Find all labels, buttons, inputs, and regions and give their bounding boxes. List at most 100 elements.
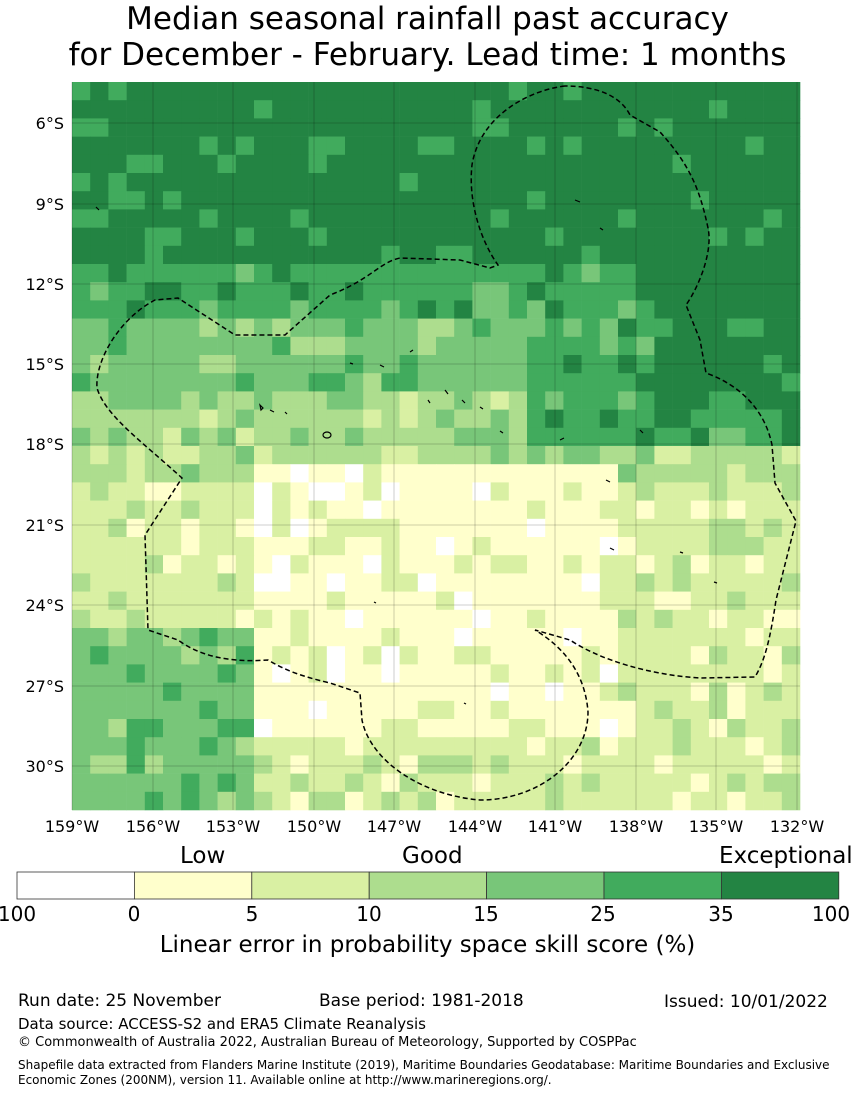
grid-cell — [417, 755, 437, 774]
grid-cell — [472, 482, 491, 501]
grid-cell — [254, 464, 273, 483]
grid-cell — [527, 518, 546, 538]
grid-cell — [545, 573, 564, 592]
grid-cell — [108, 373, 127, 392]
grid-cell — [690, 555, 710, 574]
grid-cell — [163, 719, 182, 738]
grid-cell — [745, 464, 764, 483]
grid-cell — [326, 664, 346, 683]
grid-cell — [654, 682, 673, 702]
grid-cell — [436, 264, 455, 283]
grid-cell — [599, 791, 619, 811]
grid-cell — [672, 336, 692, 356]
grid-cell — [745, 318, 764, 338]
longitude-labels: 159°W 156°W 153°W 150°W 147°W 144°W 141°W 138°W… — [45, 817, 825, 836]
grid-cell — [217, 664, 237, 683]
grid-cell — [709, 209, 728, 228]
grid-cell — [399, 391, 419, 410]
grid-cell — [199, 245, 218, 265]
grid-cell — [290, 409, 309, 429]
grid-cell — [217, 409, 237, 429]
grid-cell — [345, 719, 364, 738]
grid-cell — [308, 537, 328, 556]
grid-cell — [654, 700, 673, 720]
grid-cell — [636, 409, 655, 429]
grid-cell — [199, 227, 218, 247]
grid-cell — [72, 737, 91, 756]
grid-cell — [727, 355, 746, 374]
grid-cell — [254, 537, 273, 556]
grid-cell — [217, 391, 237, 410]
grid-cell — [654, 227, 673, 247]
grid-cell — [254, 682, 273, 702]
grid-cell — [217, 209, 237, 228]
grid-cell — [636, 391, 655, 410]
grid-cell — [454, 282, 473, 301]
grid-cell — [126, 391, 146, 410]
grid-cell — [417, 682, 437, 702]
grid-cell — [690, 264, 710, 283]
grid-cell — [272, 500, 291, 520]
grid-cell — [454, 500, 473, 520]
grid-cell — [108, 500, 127, 520]
grid-cell — [235, 209, 255, 228]
grid-cell — [290, 591, 309, 611]
grid-cell — [181, 628, 200, 647]
grid-cell — [508, 373, 528, 392]
grid-cell — [217, 609, 237, 629]
grid-cell — [181, 100, 200, 119]
grid-cell — [108, 245, 127, 265]
grid-cell — [508, 154, 528, 174]
grid-cell — [235, 136, 255, 156]
grid-cell — [436, 682, 455, 702]
grid-cell — [90, 446, 109, 465]
grid-cell — [308, 409, 328, 429]
grid-cell — [308, 464, 328, 483]
grid-cell — [508, 409, 528, 429]
grid-cell — [654, 373, 673, 392]
grid-cell — [72, 537, 91, 556]
grid-cell — [417, 664, 437, 683]
grid-cell — [618, 482, 637, 501]
grid-cell — [672, 791, 692, 811]
grid-cell — [527, 154, 546, 174]
grid-cell — [563, 264, 582, 283]
grid-cell — [399, 318, 419, 338]
latitude-label: 21°S — [25, 516, 64, 535]
grid-cell — [508, 300, 528, 319]
grid-cell — [654, 609, 673, 629]
grid-cell — [563, 173, 582, 192]
grid-cell — [126, 409, 146, 429]
grid-cell — [654, 482, 673, 501]
grid-cell — [254, 282, 273, 301]
grid-cell — [290, 537, 309, 556]
grid-cell — [272, 464, 291, 483]
grid-cell — [781, 719, 801, 738]
grid-cell — [527, 245, 546, 265]
grid-cell — [599, 609, 619, 629]
grid-cell — [90, 209, 109, 228]
grid-cell — [308, 646, 328, 665]
grid-cell — [490, 82, 510, 101]
grid-cell — [508, 646, 528, 665]
grid-cell — [581, 609, 601, 629]
grid-cell — [217, 227, 237, 247]
grid-cell — [363, 355, 382, 374]
grid-cell — [199, 191, 218, 210]
grid-cell — [654, 773, 673, 793]
grid-cell — [363, 282, 382, 301]
grid-cell — [90, 719, 109, 738]
grid-cell — [199, 773, 218, 793]
legend-category-good: Good — [402, 843, 463, 869]
grid-cell — [181, 173, 200, 192]
grid-cell — [199, 700, 218, 720]
grid-cell — [235, 100, 255, 119]
grid-cell — [326, 500, 346, 520]
grid-cell — [126, 118, 146, 137]
grid-cell — [272, 755, 291, 774]
grid-cell — [727, 209, 746, 228]
eez-boundary-outline — [96, 85, 797, 801]
grid-cell — [527, 209, 546, 228]
grid-cell — [527, 791, 546, 811]
grid-cell — [436, 719, 455, 738]
